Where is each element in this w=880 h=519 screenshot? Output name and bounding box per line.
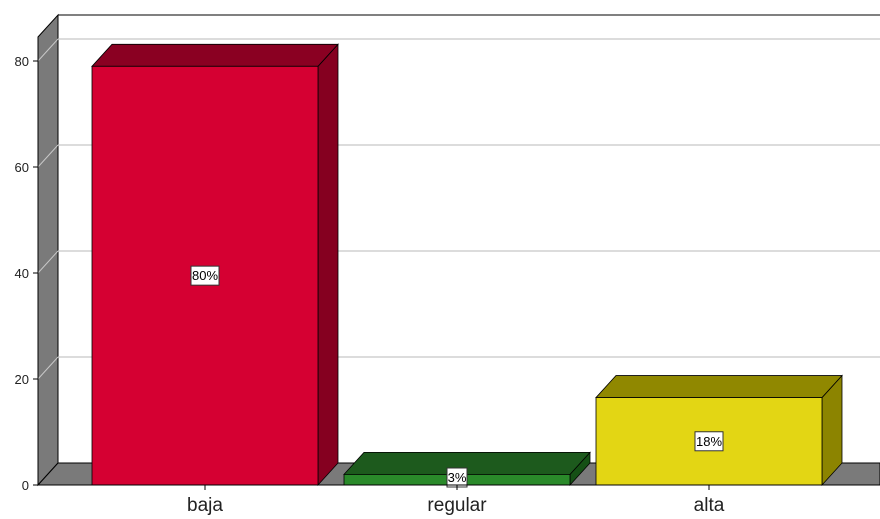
y-tick-label: 60 [15, 160, 29, 175]
data-label-box [694, 431, 724, 452]
gridline-diag [37, 356, 59, 380]
gridline-diag [37, 38, 59, 62]
bar-regular: 3% [343, 451, 591, 488]
bar-top [595, 375, 843, 398]
bar-side [317, 43, 339, 487]
y-tick-label: 20 [15, 372, 29, 387]
chart-left-wall [37, 13, 59, 487]
data-label-box [190, 265, 220, 286]
y-tick-label: 0 [22, 478, 29, 493]
data-label-text: 3% [448, 470, 467, 485]
data-label-text: 80% [192, 268, 218, 283]
bars: 80% 3% 18% [91, 43, 843, 488]
y-tick-label: 40 [15, 266, 29, 281]
x-tick-label: baja [187, 495, 223, 516]
x-tick-label: regular [427, 495, 487, 516]
y-axis: 0 20 40 60 80 [15, 37, 39, 493]
y-tick-label: 80 [15, 54, 29, 69]
bar-baja: 80% [91, 43, 339, 487]
bar-alta: 18% [595, 374, 843, 487]
x-tick-label: alta [694, 495, 725, 516]
data-label-text: 18% [696, 434, 722, 449]
gridline-diag [37, 250, 59, 274]
gridline-diag [37, 144, 59, 168]
x-axis: baja regular alta [38, 484, 880, 516]
data-label: 3% [446, 467, 468, 488]
data-label: 80% [190, 265, 220, 286]
bar-top [91, 43, 339, 67]
data-label: 18% [694, 431, 724, 452]
